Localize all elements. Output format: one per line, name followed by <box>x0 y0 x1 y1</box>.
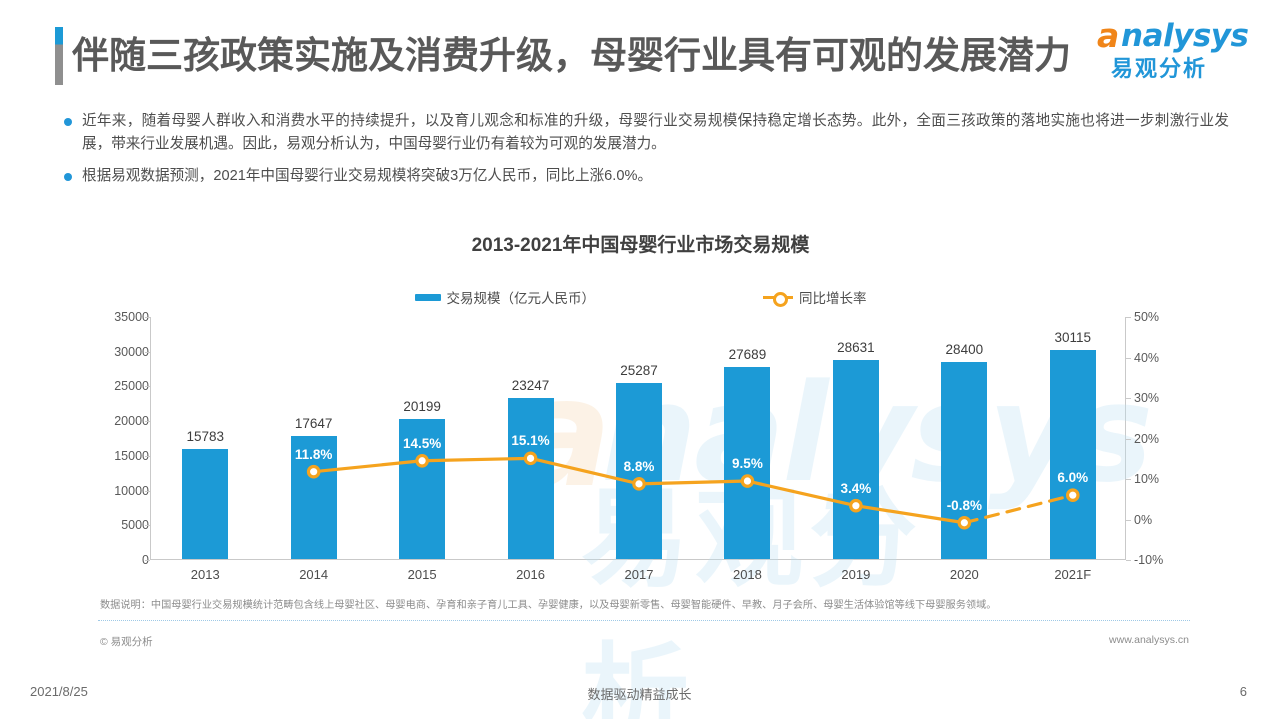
logo-a-glyph: a <box>1097 16 1120 55</box>
y-axis-left-label: 5000 <box>121 518 149 533</box>
y-axis-right-label: 10% <box>1134 472 1160 486</box>
y-axis-right-label: 30% <box>1134 391 1160 405</box>
x-axis-label: 2021F <box>1054 567 1092 582</box>
legend-item-line: 同比增长率 <box>763 287 867 307</box>
x-axis-label: 2020 <box>949 567 979 582</box>
logo-rest-text: nalysys <box>1121 18 1249 54</box>
page-footer: 2021/8/25 数据驱动精益成长 6 <box>0 676 1279 719</box>
bar-2016 <box>507 397 554 559</box>
y-axis-right-label: -10% <box>1134 553 1164 567</box>
bar-2015 <box>399 418 446 559</box>
copyright-text: © 易观分析 <box>100 636 153 648</box>
y-axis-right-tick <box>1126 317 1131 318</box>
note-divider <box>98 620 1190 621</box>
bar-2013 <box>182 449 229 559</box>
legend-bar-swatch-icon <box>414 293 441 301</box>
legend-line-swatch-icon <box>763 291 793 307</box>
y-axis-left-tick <box>145 490 150 492</box>
y-axis-right-tick <box>1126 560 1131 561</box>
legend-label: 同比增长率 <box>799 291 867 306</box>
x-axis-label: 2018 <box>732 567 762 582</box>
growth-rate-label: 9.5% <box>732 456 763 472</box>
logo-chinese-text: 易观分析 <box>1111 56 1208 81</box>
growth-rate-label: -0.8% <box>946 497 982 513</box>
bullet-dot-icon <box>64 118 72 126</box>
y-axis-left-label: 30000 <box>114 344 149 359</box>
bar-value-label: 25287 <box>620 363 658 379</box>
growth-rate-label: 8.8% <box>623 458 655 474</box>
x-axis-label: 2016 <box>516 567 545 582</box>
data-note: 数据说明：中国母婴行业交易规模统计范畴包含线上母婴社区、母婴电商、孕育和亲子育儿… <box>100 600 997 611</box>
x-axis-label: 2015 <box>407 567 437 582</box>
bar-2017 <box>616 383 662 559</box>
footer-date: 2021/8/25 <box>30 684 88 699</box>
bar-value-label: 27689 <box>728 346 767 362</box>
y-axis-left-tick <box>145 386 150 388</box>
y-axis-left-label: 35000 <box>114 310 149 324</box>
growth-rate-label: 14.5% <box>402 435 442 451</box>
x-axis-label: 2017 <box>624 567 654 582</box>
growth-rate-line <box>306 451 1080 530</box>
bar-2021F <box>1049 349 1096 559</box>
y-axis-left-tick <box>145 317 150 318</box>
logo-wordmark: a nalysys <box>1079 16 1249 55</box>
chart-legend: 交易规模（亿元人民币） 同比增长率 <box>88 287 1193 307</box>
chart-title: 2013-2021年中国母婴行业市场交易规模 <box>471 235 810 256</box>
title-accent-bar <box>55 27 63 85</box>
y-axis-right-label: 20% <box>1134 431 1160 446</box>
bullet-text: 根据易观数据预测，2021年中国母婴行业交易规模将突破3万亿人民币，同比上涨6.… <box>82 168 653 184</box>
y-axis-right-label: 40% <box>1134 350 1160 365</box>
y-axis-left-label: 0 <box>89 553 149 567</box>
bar-value-label: 20199 <box>403 398 441 414</box>
y-axis-right-tick <box>1126 438 1131 440</box>
y-axis-left-tick <box>145 421 150 423</box>
page-title: 伴随三孩政策实施及消费升级，母婴行业具有可观的发展潜力 <box>72 35 1071 76</box>
plot-wrapper: a nalysys 易观分析 1578317647201992324725287… <box>88 310 1193 719</box>
y-axis-left-tick <box>145 525 150 527</box>
legend-label: 交易规模（亿元人民币） <box>446 291 596 306</box>
y-axis-left-tick <box>145 560 150 561</box>
plot-area: a nalysys 易观分析 1578317647201992324725287… <box>150 317 1153 719</box>
list-item: 近年来，随着母婴人群收入和消费水平的持续提升，以及育儿观念和标准的升级，母婴行业… <box>64 110 1229 156</box>
growth-rate-label: 6.0% <box>1057 470 1089 486</box>
y-axis-right-tick <box>1126 479 1131 480</box>
bullet-text: 近年来，随着母婴人群收入和消费水平的持续提升，以及育儿观念和标准的升级，母婴行业… <box>82 113 1229 152</box>
y-axis-right-label: 50% <box>1134 310 1160 324</box>
footer-page-number: 6 <box>1239 684 1247 699</box>
bar-value-label: 23247 <box>511 377 550 393</box>
bar-2019 <box>832 360 879 559</box>
page-header: 伴随三孩政策实施及消费升级，母婴行业具有可观的发展潜力 a nalysys 易观… <box>0 0 1279 96</box>
legend-item-bar: 交易规模（亿元人民币） <box>414 287 596 307</box>
bar-value-label: 15783 <box>186 429 224 445</box>
growth-rate-label: 3.4% <box>840 480 872 496</box>
list-item: 根据易观数据预测，2021年中国母婴行业交易规模将突破3万亿人民币，同比上涨6.… <box>64 165 1229 188</box>
y-axis-left-label: 20000 <box>114 414 149 429</box>
y-axis-right-tick <box>1126 357 1131 359</box>
y-axis-right-tick <box>1126 519 1131 521</box>
bar-2014 <box>290 436 337 559</box>
bar-2018 <box>724 366 771 559</box>
y-axis-left-label: 15000 <box>114 448 149 463</box>
bar-value-label: 30115 <box>1054 329 1092 345</box>
x-axis-label: 2019 <box>841 567 871 582</box>
bar-value-label: 28400 <box>945 341 984 357</box>
y-axis-right-tick <box>1126 398 1131 399</box>
bullet-dot-icon <box>64 173 72 181</box>
y-axis-left-tick <box>145 455 150 457</box>
bullet-list: 近年来，随着母婴人群收入和消费水平的持续提升，以及育儿观念和标准的升级，母婴行业… <box>64 110 1229 197</box>
growth-rate-label: 15.1% <box>511 433 550 449</box>
y-axis-left-tick <box>145 351 150 353</box>
growth-rate-label: 11.8% <box>294 446 333 462</box>
chart-card: 2013-2021年中国母婴行业市场交易规模 交易规模（亿元人民币） 同比增长率… <box>88 225 1193 719</box>
site-url-text: www.analysys.cn <box>1109 634 1189 646</box>
y-axis-left-label: 25000 <box>114 379 149 394</box>
y-axis-left-label: 10000 <box>114 483 149 498</box>
bar-value-label: 17647 <box>294 416 333 432</box>
x-axis-label: 2014 <box>299 567 329 582</box>
y-axis-right-label: 0% <box>1134 512 1153 527</box>
bar-value-label: 28631 <box>837 340 875 356</box>
x-axis-label: 2013 <box>190 567 220 582</box>
footer-slogan: 数据驱动精益成长 <box>587 687 692 702</box>
analysys-logo: a nalysys 易观分析 <box>1079 16 1249 81</box>
